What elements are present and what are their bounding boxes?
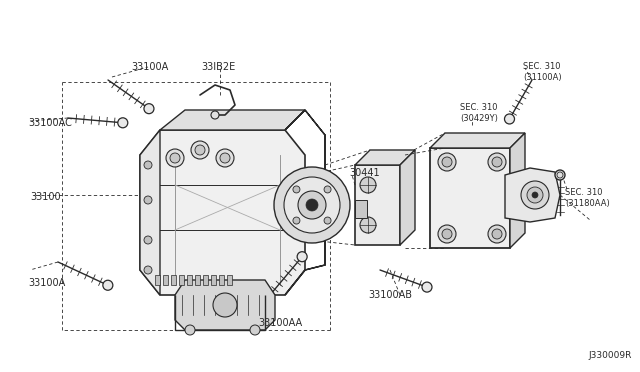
Polygon shape [285, 110, 325, 295]
Circle shape [213, 293, 237, 317]
Circle shape [298, 191, 326, 219]
Bar [163, 275, 168, 285]
Circle shape [488, 153, 506, 171]
Circle shape [185, 325, 195, 335]
Bar [227, 275, 232, 285]
Circle shape [324, 217, 331, 224]
Circle shape [442, 157, 452, 167]
Circle shape [144, 236, 152, 244]
Circle shape [144, 266, 152, 274]
Text: SEC. 310: SEC. 310 [523, 62, 561, 71]
Bar [171, 275, 176, 285]
Text: 30441: 30441 [349, 168, 380, 178]
Circle shape [306, 199, 318, 211]
Bar [155, 275, 160, 285]
Circle shape [438, 153, 456, 171]
Bar [195, 275, 200, 285]
Polygon shape [430, 133, 525, 148]
Circle shape [488, 225, 506, 243]
Polygon shape [160, 110, 305, 130]
Text: SEC. 310: SEC. 310 [460, 103, 497, 112]
Circle shape [144, 104, 154, 114]
Circle shape [504, 114, 515, 124]
Text: (31180AA): (31180AA) [565, 199, 610, 208]
Circle shape [211, 111, 219, 119]
Bar [203, 275, 208, 285]
Text: 33IB2E: 33IB2E [201, 62, 235, 72]
Text: (30429Y): (30429Y) [460, 114, 498, 123]
Circle shape [274, 167, 350, 243]
Bar [219, 275, 224, 285]
Polygon shape [355, 150, 415, 165]
Circle shape [191, 141, 209, 159]
Circle shape [422, 282, 432, 292]
Circle shape [360, 217, 376, 233]
Polygon shape [355, 165, 400, 245]
Circle shape [521, 181, 549, 209]
Circle shape [250, 325, 260, 335]
Polygon shape [400, 150, 415, 245]
Circle shape [118, 118, 128, 128]
Circle shape [492, 157, 502, 167]
Circle shape [492, 229, 502, 239]
Polygon shape [510, 133, 525, 248]
Circle shape [220, 153, 230, 163]
Circle shape [144, 161, 152, 169]
Bar [187, 275, 192, 285]
Bar [179, 275, 184, 285]
Circle shape [195, 145, 205, 155]
Circle shape [297, 252, 307, 262]
Bar [355, 200, 367, 218]
Text: 33100: 33100 [30, 192, 61, 202]
Polygon shape [175, 280, 275, 330]
Polygon shape [430, 148, 510, 248]
Text: 33100AC: 33100AC [28, 118, 72, 128]
Circle shape [166, 149, 184, 167]
Circle shape [360, 177, 376, 193]
Circle shape [293, 186, 300, 193]
Circle shape [324, 186, 331, 193]
Text: SEC. 310: SEC. 310 [565, 188, 602, 197]
Circle shape [555, 170, 565, 180]
Circle shape [170, 153, 180, 163]
Text: 33100AB: 33100AB [368, 290, 412, 300]
Circle shape [293, 217, 300, 224]
Text: 33100AA: 33100AA [258, 318, 302, 328]
Circle shape [438, 225, 456, 243]
Circle shape [442, 229, 452, 239]
Text: J330009R: J330009R [589, 351, 632, 360]
Circle shape [284, 177, 340, 233]
Text: 33100A: 33100A [28, 278, 65, 288]
Circle shape [527, 187, 543, 203]
Circle shape [216, 149, 234, 167]
Circle shape [532, 192, 538, 198]
Bar [211, 275, 216, 285]
Circle shape [103, 280, 113, 290]
Text: 33100A: 33100A [131, 62, 168, 72]
Polygon shape [140, 130, 160, 295]
Polygon shape [505, 168, 560, 222]
Polygon shape [140, 130, 305, 295]
Text: (31100A): (31100A) [523, 73, 562, 82]
Circle shape [144, 196, 152, 204]
